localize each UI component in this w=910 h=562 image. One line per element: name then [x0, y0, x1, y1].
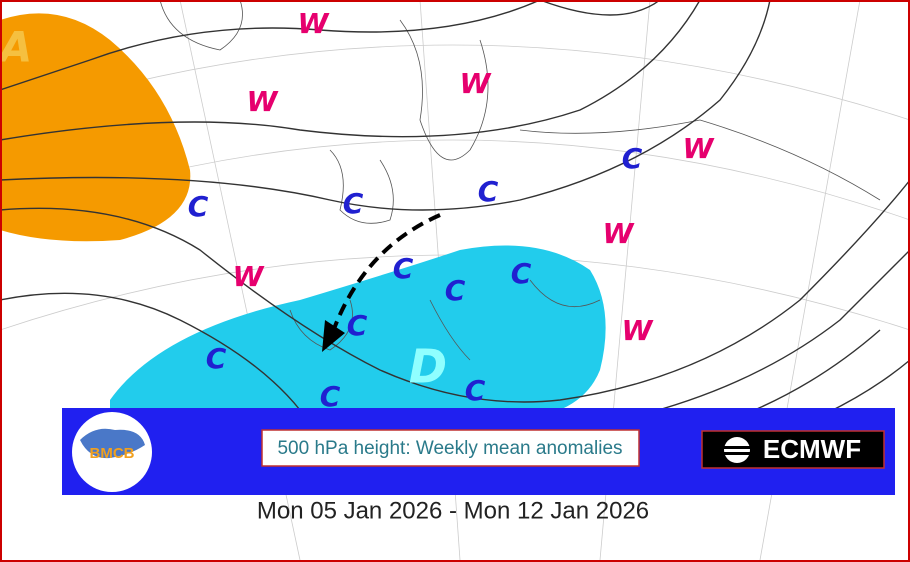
banner-title: 500 hPa height: Weekly mean anomalies [277, 438, 622, 459]
anomaly-label: C [511, 257, 532, 290]
anomaly-label: C [478, 175, 499, 208]
anomaly-label: W [298, 7, 330, 40]
anomaly-label: W [603, 217, 635, 250]
anomaly-label: C [343, 187, 364, 220]
brand-icon [722, 437, 752, 463]
anomaly-label: C [206, 342, 227, 375]
anomaly-label: W [247, 85, 279, 118]
anomaly-label: W [460, 67, 492, 100]
cold-anomaly [110, 245, 606, 420]
period: Mon 05 Jan 2026 - Mon 12 Jan 2026 [257, 497, 649, 524]
coastlines [159, 0, 881, 361]
trajectory-arrow [328, 213, 441, 341]
anomaly-label: C [393, 252, 414, 285]
anomaly-label: D [409, 340, 447, 394]
anomaly-label: W [622, 314, 654, 347]
logo-text: BMCB [90, 445, 135, 462]
anomaly-label: C [320, 380, 341, 413]
anomaly-label: C [445, 274, 466, 307]
anomaly-label: C [347, 309, 368, 342]
brand-text: ECMWF [763, 434, 861, 464]
title-box [261, 429, 640, 467]
anomaly-label: C [622, 142, 643, 175]
anomaly-label: C [188, 190, 209, 223]
anomaly-label: A [0, 23, 32, 72]
logo-shape [80, 428, 145, 459]
anomaly-label: W [683, 132, 715, 165]
anomaly-label: W [233, 260, 265, 293]
arrow-head [322, 320, 345, 352]
anomaly-label: C [465, 374, 486, 407]
